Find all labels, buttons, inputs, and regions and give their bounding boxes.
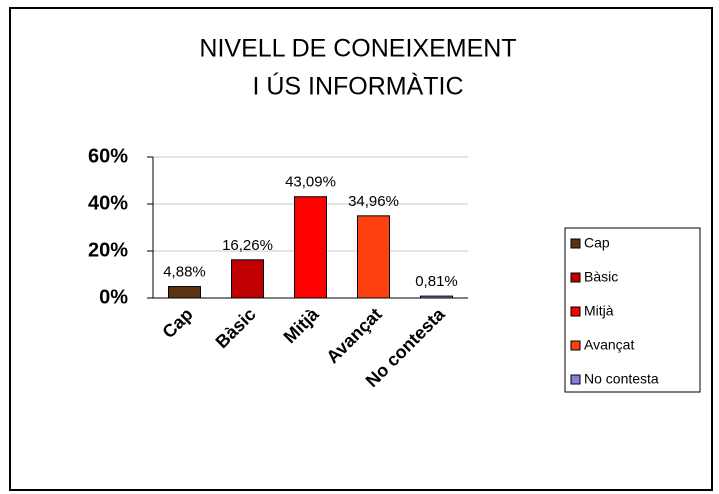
- legend-label: No contesta: [584, 371, 659, 387]
- legend-swatch: [570, 340, 581, 351]
- legend-label: Mitjà: [584, 303, 614, 319]
- legend-label: Avançat: [584, 337, 634, 353]
- value-label: 4,88%: [163, 264, 206, 281]
- y-tick-label: 40%: [88, 192, 128, 214]
- y-tick-label: 60%: [88, 145, 128, 167]
- bar: [357, 215, 390, 299]
- value-label: 16,26%: [222, 237, 273, 254]
- bar: [231, 259, 264, 299]
- legend-label: Cap: [584, 235, 610, 251]
- value-label: 43,09%: [285, 174, 336, 191]
- bar: [168, 286, 201, 299]
- legend-swatch: [570, 238, 581, 249]
- bar: [420, 295, 453, 299]
- legend-swatch: [570, 306, 581, 317]
- legend-box: [564, 227, 701, 393]
- value-label: 0,81%: [415, 273, 458, 290]
- legend-swatch: [570, 272, 581, 283]
- legend-label: Bàsic: [584, 269, 618, 285]
- chart-title: NIVELL DE CONEIXEMENT: [199, 35, 516, 63]
- bar: [294, 196, 327, 299]
- legend-swatch: [570, 374, 581, 385]
- value-label: 34,96%: [348, 193, 399, 210]
- chart-title: I ÚS INFORMÀTIC: [252, 72, 463, 101]
- y-tick-label: 0%: [99, 286, 128, 308]
- y-tick-label: 20%: [88, 239, 128, 261]
